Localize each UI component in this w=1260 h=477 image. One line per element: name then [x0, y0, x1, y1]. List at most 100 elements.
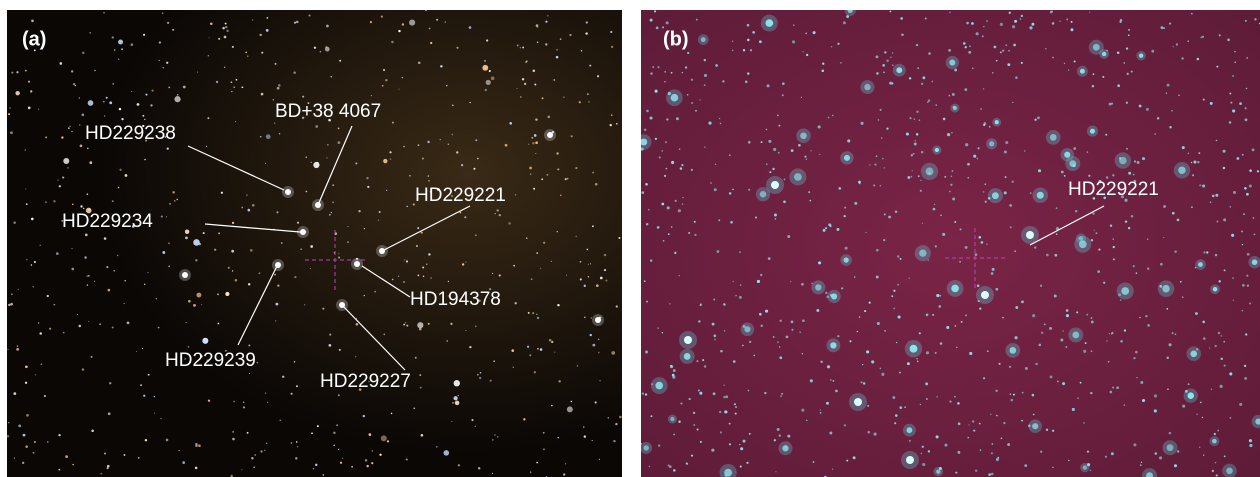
star: [422, 267, 424, 269]
star: [1224, 269, 1226, 271]
star: [274, 122, 275, 123]
star: [104, 237, 107, 240]
star: [698, 320, 700, 322]
star: [402, 77, 403, 78]
star: [265, 163, 266, 164]
star: [1116, 386, 1119, 389]
star: [669, 465, 672, 468]
star: [391, 413, 393, 415]
star: [202, 338, 208, 344]
star: [1216, 474, 1218, 476]
star: [142, 115, 144, 117]
star: [104, 453, 106, 455]
star: [531, 137, 533, 139]
star: [452, 104, 454, 106]
star: [864, 310, 866, 312]
star: [949, 400, 951, 402]
star: [415, 357, 417, 359]
star: [1203, 99, 1205, 101]
star: [1167, 84, 1170, 87]
star: [486, 39, 488, 41]
star: [694, 221, 696, 223]
star: [1124, 404, 1125, 405]
star-label: HD229227: [320, 371, 411, 392]
star: [127, 322, 130, 325]
star: [1160, 263, 1163, 266]
star: [1245, 118, 1248, 121]
star: [482, 65, 488, 71]
star: [276, 211, 278, 213]
star: [522, 46, 524, 48]
star: [1239, 102, 1242, 105]
star: [166, 216, 167, 217]
star: [451, 421, 452, 422]
star: [869, 164, 870, 165]
star: [39, 245, 40, 246]
star: [820, 412, 822, 414]
star: [571, 401, 572, 402]
star: [844, 257, 849, 262]
star: [1034, 119, 1036, 121]
star: [1173, 46, 1174, 47]
star: [419, 374, 421, 376]
star: [675, 200, 677, 202]
star: [747, 24, 750, 27]
star: [1049, 327, 1052, 330]
star: [168, 242, 170, 244]
star: [1133, 174, 1135, 176]
star: [371, 462, 373, 464]
star: [968, 51, 971, 54]
star: [844, 424, 846, 426]
star: [642, 392, 644, 394]
star: [121, 118, 123, 120]
star: [991, 443, 993, 445]
star: [1229, 372, 1232, 375]
star: [531, 278, 533, 280]
star: [495, 213, 496, 214]
star: [1126, 102, 1128, 104]
star: [956, 347, 957, 348]
star: [889, 82, 892, 85]
star: [540, 268, 541, 269]
star: [768, 140, 771, 143]
star: [704, 365, 707, 368]
star: [925, 18, 927, 20]
star: [761, 141, 763, 143]
star: [226, 30, 228, 32]
star: [649, 466, 650, 467]
star: [87, 193, 89, 195]
star: [68, 127, 70, 129]
star-label: HD229238: [85, 123, 176, 144]
star: [1031, 23, 1034, 26]
star: [1212, 470, 1214, 472]
star: [1218, 280, 1220, 282]
star: [245, 52, 247, 54]
star: [995, 288, 998, 291]
star: [112, 36, 114, 38]
star: [257, 362, 259, 364]
star: [936, 294, 939, 297]
star: [1052, 467, 1053, 468]
star: [53, 304, 55, 306]
star: [1117, 51, 1120, 54]
star: [526, 60, 528, 62]
star: [530, 472, 531, 473]
star: [935, 352, 937, 354]
star: [800, 132, 807, 139]
star: [148, 374, 150, 376]
star: [1215, 194, 1218, 197]
star: [1237, 157, 1240, 160]
star: [806, 54, 808, 56]
star: [18, 424, 21, 427]
star: [747, 39, 750, 42]
star: [475, 139, 477, 141]
star: [720, 123, 721, 124]
star: [1247, 284, 1249, 286]
star: [1140, 381, 1143, 384]
star: [1075, 210, 1077, 212]
star: [934, 204, 935, 205]
star: [876, 276, 879, 279]
star: [1086, 314, 1088, 316]
star: [790, 281, 791, 282]
star: [1068, 69, 1069, 70]
